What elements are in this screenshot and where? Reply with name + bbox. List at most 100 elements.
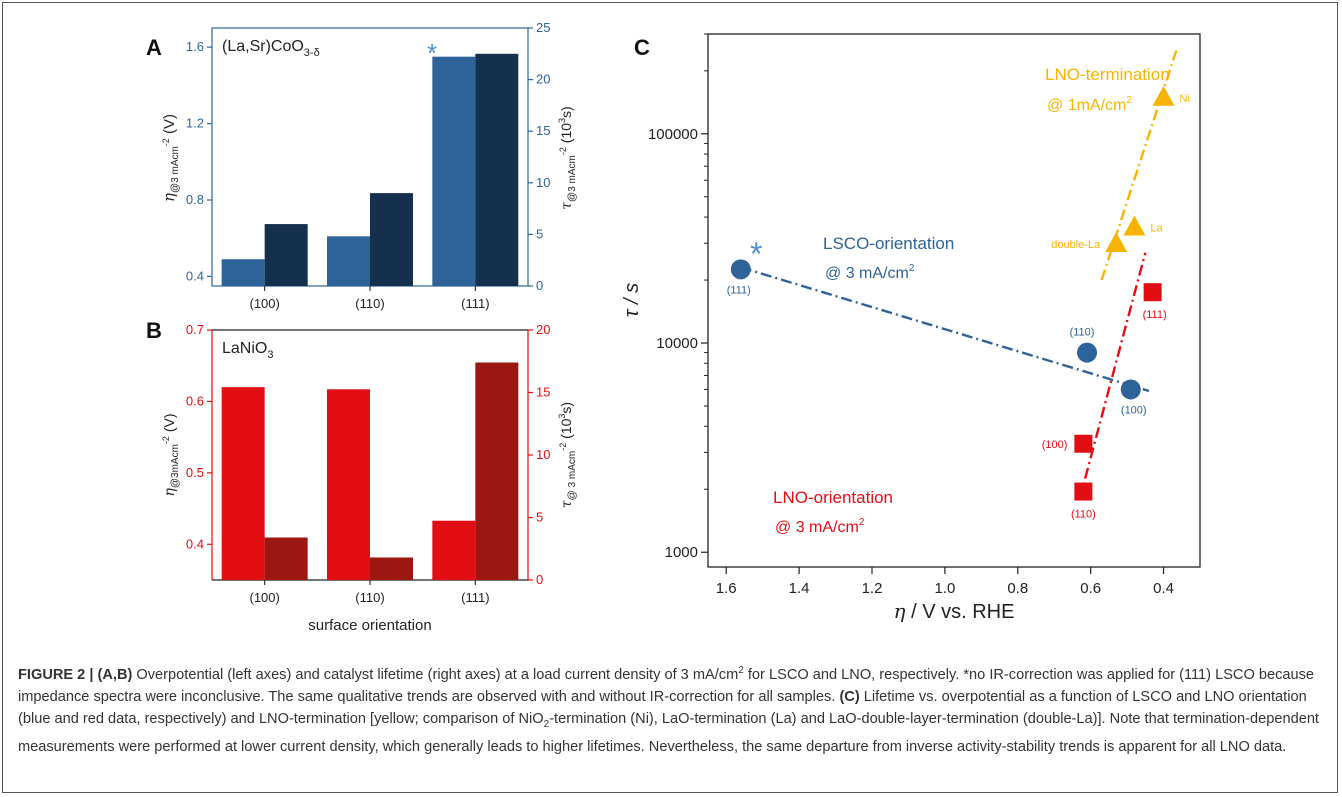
caption-text-1: Overpotential (left axes) and catalyst l… bbox=[132, 666, 739, 683]
panel-c-y-axis-label: τ / s bbox=[621, 283, 643, 317]
lno-term-point-label: Ni bbox=[1180, 93, 1190, 105]
x-tick-label: 1.2 bbox=[862, 580, 883, 597]
panel-b-material: LaNiO3 bbox=[222, 340, 273, 361]
lsco-point-label: (110) bbox=[1070, 327, 1095, 339]
right-tick-label: 5 bbox=[536, 226, 543, 241]
lno-term-point bbox=[1152, 85, 1175, 106]
legend-lsco-condition: @ 3 mA/cm2 bbox=[825, 263, 915, 282]
panel-b-x-axis-label: surface orientation bbox=[308, 617, 431, 634]
x-tick-label: 1.6 bbox=[716, 580, 737, 597]
panel-b: B LaNiO3 0.4 0.5 0.6 0.7 0 5 10 15 20 (100) (110… bbox=[146, 318, 578, 634]
panel-c: C 1.6 1.4 1.2 1.0 0.8 0.6 0.4 100010000100000 … bbox=[621, 33, 1201, 623]
caption-text-3: Lifetime vs. overpotential as a function… bbox=[18, 688, 1307, 727]
x-tick-label: (111) bbox=[461, 590, 489, 605]
panel-b-right-axis-label: τ@ 3 mAcm-2 (103s) bbox=[557, 402, 578, 508]
caption-lead: FIGURE 2 | (A,B) bbox=[18, 666, 133, 683]
lsco-point bbox=[1077, 342, 1098, 363]
lno-point bbox=[1074, 434, 1093, 453]
panel-b-x-ticks: (100) (110) (111) bbox=[249, 580, 490, 605]
left-tick-label: 0.4 bbox=[186, 268, 204, 283]
panel-c-lsco-asterisk: * bbox=[750, 236, 762, 272]
panel-c-letter: C bbox=[634, 35, 650, 60]
panel-a-letter: A bbox=[146, 35, 162, 60]
right-tick-label: 15 bbox=[536, 385, 550, 400]
x-tick-label: 0.4 bbox=[1153, 580, 1174, 597]
lno-point-label: (111) bbox=[1143, 309, 1167, 321]
panel-b-left-axis-label: η@3mAcm-2 (V) bbox=[161, 413, 181, 496]
lno-point-label: (110) bbox=[1071, 509, 1096, 521]
tau-bar bbox=[370, 193, 413, 286]
left-tick-label: 0.4 bbox=[186, 536, 204, 551]
lno-point-label: (100) bbox=[1042, 439, 1068, 451]
left-tick-label: 0.5 bbox=[186, 465, 204, 480]
legend-lno-term-label: LNO-termination bbox=[1045, 65, 1170, 84]
caption-sup-1: 2 bbox=[738, 665, 744, 676]
tau-bar bbox=[475, 362, 519, 580]
left-tick-label: 1.6 bbox=[186, 39, 204, 54]
left-tick-label: 0.7 bbox=[186, 322, 204, 337]
panel-a-right-axis-label: τ@3 mAcm-2 (103s) bbox=[557, 106, 578, 209]
caption-sub-1: 2 bbox=[543, 718, 550, 730]
y-tick-label: 1000 bbox=[665, 544, 698, 561]
lsco-point bbox=[730, 259, 751, 280]
panel-a-bars bbox=[221, 53, 519, 286]
tau-bar bbox=[475, 53, 519, 286]
panel-c-x-axis-label: η / V vs. RHE bbox=[894, 599, 1015, 623]
panel-a-x-ticks: (100) (110) (111) bbox=[249, 286, 490, 311]
right-tick-label: 25 bbox=[536, 20, 550, 35]
lsco-fit-line bbox=[740, 266, 1150, 393]
panel-b-right-axis-ticks: 0 5 10 15 20 bbox=[528, 322, 550, 587]
legend-lno-condition: @ 3 mA/cm2 bbox=[775, 517, 865, 536]
panel-c-x-ticks: 1.6 1.4 1.2 1.0 0.8 0.6 0.4 bbox=[716, 567, 1174, 597]
right-tick-label: 20 bbox=[536, 322, 550, 337]
eta-bar bbox=[221, 387, 265, 580]
panel-b-left-axis-ticks: 0.4 0.5 0.6 0.7 bbox=[186, 322, 212, 551]
lsco-point-label: (111) bbox=[727, 284, 751, 296]
panel-c-points bbox=[730, 85, 1175, 501]
lno-term-point bbox=[1123, 215, 1146, 236]
x-tick-label: (100) bbox=[249, 296, 279, 311]
left-tick-label: 0.8 bbox=[186, 192, 204, 207]
right-tick-label: 0 bbox=[536, 572, 543, 587]
panel-a-left-axis-ticks: 0.4 0.8 1.2 1.6 bbox=[186, 39, 212, 283]
eta-bar bbox=[432, 520, 476, 580]
x-tick-label: (100) bbox=[249, 590, 279, 605]
panel-b-letter: B bbox=[146, 318, 162, 343]
lno-term-point-label: La bbox=[1150, 223, 1163, 235]
x-tick-label: 0.6 bbox=[1080, 580, 1101, 597]
lsco-point-label: (100) bbox=[1121, 404, 1147, 416]
right-tick-label: 20 bbox=[536, 72, 550, 87]
eta-bar bbox=[327, 389, 370, 580]
left-tick-label: 0.6 bbox=[186, 393, 204, 408]
lno-term-point bbox=[1105, 232, 1128, 253]
lno-term-point-label: double-La bbox=[1051, 239, 1101, 251]
lno-point bbox=[1143, 283, 1162, 302]
x-tick-label: (111) bbox=[461, 296, 489, 311]
figure-2: A (La,Sr)CoO3-δ 0.40.81.21.6 0510152025 … bbox=[146, 20, 1201, 634]
x-tick-label: 1.4 bbox=[789, 580, 810, 597]
panel-a-material: (La,Sr)CoO3-δ bbox=[222, 38, 320, 59]
panel-a-left-axis-label: η@3 mAcm-2 (V) bbox=[160, 114, 181, 202]
figure-caption: FIGURE 2 | (A,B) Overpotential (left axe… bbox=[18, 660, 1323, 758]
legend-lno-label: LNO-orientation bbox=[773, 488, 893, 507]
x-tick-label: (110) bbox=[355, 296, 384, 311]
panel-c-fit-lines bbox=[740, 50, 1178, 500]
lno-fit-line bbox=[1078, 252, 1147, 500]
lno-term-fit-line bbox=[1100, 50, 1178, 281]
x-tick-label: (110) bbox=[355, 590, 384, 605]
panel-c-plot-area bbox=[707, 33, 1201, 568]
lno-point bbox=[1074, 482, 1093, 501]
y-tick-label: 100000 bbox=[648, 126, 698, 143]
tau-bar bbox=[370, 557, 413, 580]
panel-a-asterisk: * bbox=[427, 38, 437, 68]
tau-bar bbox=[264, 537, 308, 580]
panel-a-right-axis-ticks: 0 5 10 15 20 25 bbox=[528, 20, 550, 293]
panel-c-y-ticks: 1000 10000 100000 bbox=[648, 33, 708, 561]
tau-bar bbox=[264, 224, 308, 286]
left-tick-label: 1.2 bbox=[186, 116, 204, 131]
x-tick-label: 1.0 bbox=[934, 580, 955, 597]
eta-bar bbox=[221, 259, 265, 286]
panel-c-point-labels: (111) (110) (100) (111) (100) (110) Ni La double… bbox=[727, 93, 1190, 521]
lsco-point bbox=[1120, 379, 1141, 400]
